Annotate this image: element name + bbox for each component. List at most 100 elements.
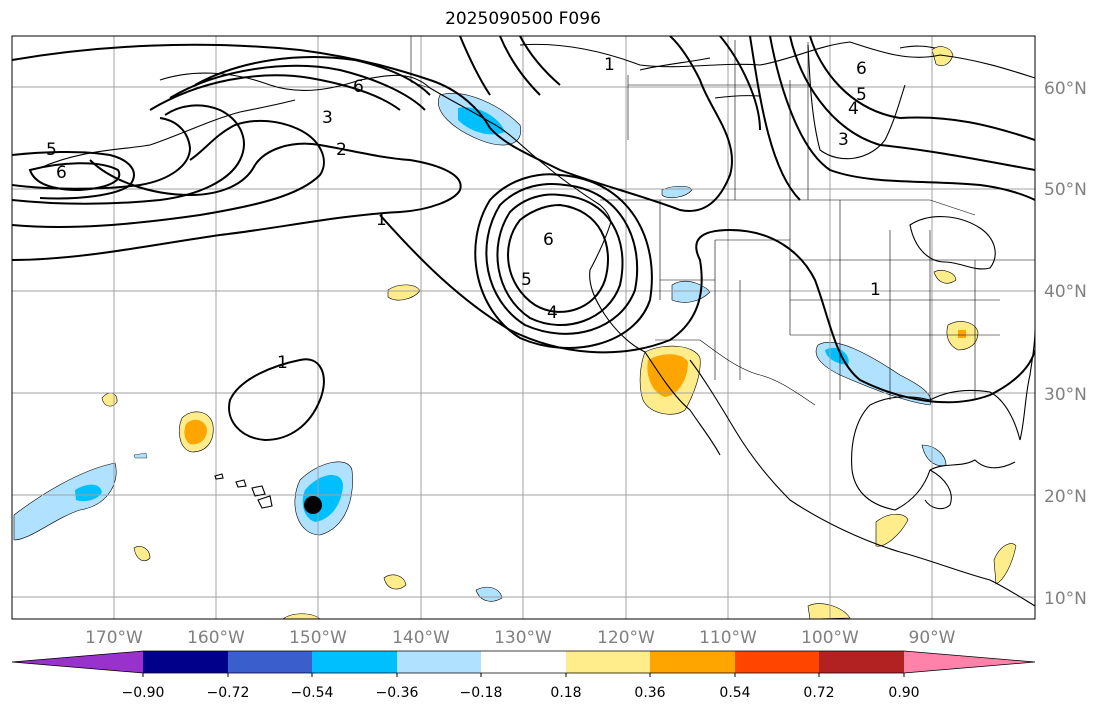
contour-2-west (12, 119, 325, 228)
contour-label: 2 (336, 140, 347, 160)
contour-closed-3 (474, 173, 653, 350)
colorbar-tick-label: 0.54 (719, 685, 750, 701)
hawaii-1 (214, 473, 224, 480)
map-title: 2025090500 F096 (445, 9, 601, 29)
colorbar-tick-label: −0.36 (376, 685, 419, 701)
contour-label: 6 (543, 230, 554, 250)
blue-core-texas (825, 347, 849, 365)
hawaii-4 (257, 495, 273, 509)
blue-small-gulf (921, 444, 947, 466)
lon-label: 170°W (85, 628, 143, 648)
latitude-labels: 60°N 50°N 40°N 30°N 20°N 10°N (1044, 79, 1087, 609)
contour-label: 6 (353, 77, 364, 97)
contour-closed-4 (485, 183, 639, 335)
lat-label: 40°N (1044, 282, 1087, 302)
contour-east-5 (789, 36, 1035, 171)
colorbar-tick-labels: −0.90 −0.72 −0.54 −0.36 −0.18 0.18 0.36 … (122, 685, 920, 701)
colorbar-segment (481, 651, 566, 673)
border-canada-provinces (627, 40, 809, 200)
colorbar-tick-label: 0.72 (803, 685, 834, 701)
hawaii-2 (235, 479, 247, 488)
yellow-small-3 (133, 546, 151, 561)
colorbar-tick-label: −0.18 (460, 685, 503, 701)
lat-label: 20°N (1044, 487, 1087, 507)
coast-baja (644, 351, 721, 456)
coast-alaska (159, 72, 612, 226)
yellow-small-1 (387, 284, 421, 301)
coast-arctic-canada (519, 41, 1035, 79)
colorbar-tick-label: −0.54 (291, 685, 334, 701)
colorbar-segment (650, 651, 735, 673)
yellow-small-2 (101, 392, 118, 407)
contour-label: 1 (604, 55, 615, 75)
colorbar-segment (228, 651, 312, 673)
colorbar-segment (143, 651, 228, 673)
contour-label: 5 (46, 140, 57, 160)
yellow-small-5 (875, 513, 909, 547)
lon-label: 160°W (187, 628, 245, 648)
colorbar-extend-high (904, 651, 1035, 673)
contour-3-west (12, 104, 245, 205)
yellow-small-9 (807, 603, 851, 619)
coast-yucatan (924, 469, 952, 510)
contour-1-west (12, 142, 462, 261)
contour-closed-5 (496, 193, 624, 326)
map-frame (11, 35, 1036, 620)
lon-label: 150°W (289, 628, 347, 648)
border-alaska (410, 36, 431, 89)
coast-great-lakes (909, 216, 996, 270)
contour-lows-north (149, 56, 431, 111)
contour-label: 1 (870, 280, 881, 300)
contour-label: 4 (848, 99, 859, 119)
contour-label: 5 (521, 270, 532, 290)
hawaii-3 (251, 485, 266, 497)
shaded-fields (13, 46, 1017, 619)
contour-label: 3 (838, 130, 849, 150)
colorbar-tick-label: −0.72 (207, 685, 250, 701)
contour-label: 1 (277, 353, 288, 373)
orange-core-pacific (184, 419, 207, 445)
border-us-canada (600, 199, 976, 216)
colorbar-tick-label: 0.90 (888, 685, 919, 701)
border-us-states (659, 200, 1035, 400)
contour-closed-6 (507, 203, 609, 313)
contour-label: 6 (856, 59, 867, 79)
lat-label: 30°N (1044, 385, 1087, 405)
coast-canada-islands (639, 45, 936, 99)
contour-east-4 (769, 36, 1035, 201)
lat-label: 60°N (1044, 79, 1087, 99)
height-contours (12, 36, 1035, 442)
contour-label: 1 (376, 210, 387, 230)
lon-label: 110°W (699, 628, 757, 648)
blue-region-west (13, 462, 117, 541)
contour-1-north (12, 36, 733, 212)
colorbar-tick-label: 0.36 (634, 685, 665, 701)
colorbar-extend-low (12, 651, 143, 673)
contour-label: 4 (547, 303, 558, 323)
storm-center-marker (304, 496, 322, 514)
colorbar-segment (312, 651, 397, 673)
yellow-small-7 (931, 46, 954, 66)
blue-core-alaska (458, 107, 505, 135)
contour-north-3 (459, 36, 561, 96)
contour-label: 3 (322, 108, 333, 128)
lon-label: 90°W (909, 628, 956, 648)
lat-label: 50°N (1044, 180, 1087, 200)
colorbar-segment (397, 651, 481, 673)
orange-core-tennessee (958, 330, 966, 338)
lat-label: 10°N (1044, 589, 1087, 609)
contour-label-group: 1 1 1 1 2 3 3 4 4 5 5 5 6 6 6 6 (46, 55, 881, 373)
colorbar-segment (735, 651, 819, 673)
contour-east-6 (809, 36, 1035, 141)
colorbar-tick-label: 0.18 (550, 685, 581, 701)
political-borders (410, 36, 1035, 406)
colorbar-segment (819, 651, 904, 673)
border-us-mexico (655, 339, 816, 406)
contour-label: 5 (856, 85, 867, 105)
coast-mexico-west (689, 359, 1035, 607)
blue-small-pacific (475, 586, 503, 602)
orange-core-baja (647, 354, 688, 397)
colorbar-tick-label: −0.90 (122, 685, 165, 701)
lon-label: 120°W (597, 628, 655, 648)
lon-label: 100°W (801, 628, 859, 648)
